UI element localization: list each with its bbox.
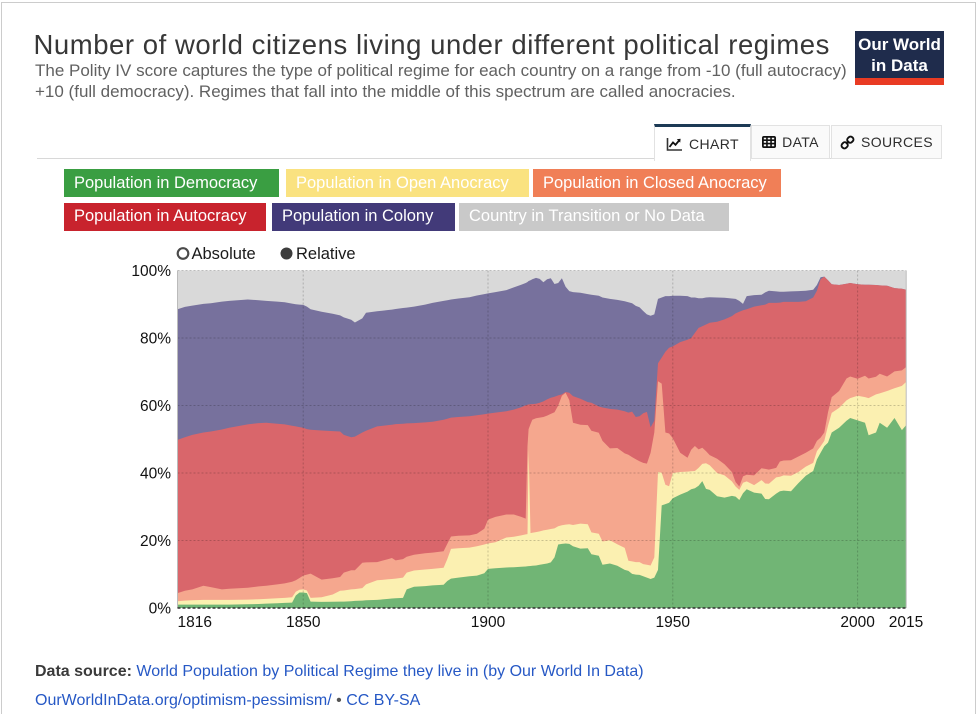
svg-text:2015: 2015: [889, 614, 923, 631]
svg-text:0%: 0%: [149, 601, 172, 618]
svg-text:1900: 1900: [471, 614, 506, 631]
svg-text:1816: 1816: [178, 614, 212, 631]
svg-text:Absolute: Absolute: [192, 245, 256, 263]
svg-text:40%: 40%: [140, 466, 171, 483]
svg-text:60%: 60%: [140, 398, 171, 415]
svg-text:1950: 1950: [656, 614, 691, 631]
svg-text:1850: 1850: [286, 614, 321, 631]
svg-text:80%: 80%: [140, 331, 171, 348]
svg-text:2000: 2000: [840, 614, 875, 631]
svg-text:20%: 20%: [140, 533, 171, 550]
svg-text:100%: 100%: [131, 263, 171, 280]
svg-text:Relative: Relative: [296, 245, 356, 263]
